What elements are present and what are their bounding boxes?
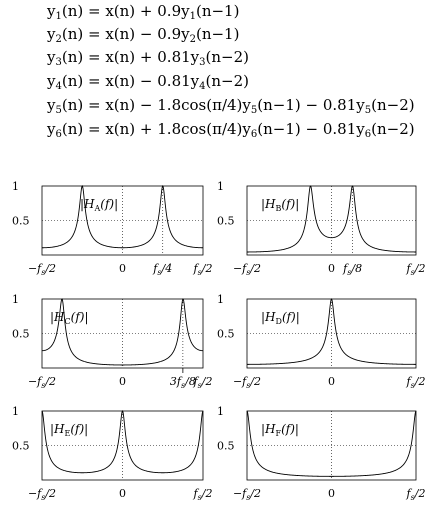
equation-rhs: (n) = x(n) − 0.9y <box>61 25 190 43</box>
response-curve <box>247 185 416 253</box>
response-curve <box>247 298 416 365</box>
response-curve <box>41 410 204 474</box>
equation-4: y4(n) = x(n) − 0.81y4(n−2) <box>47 72 249 96</box>
response-curve <box>41 298 204 366</box>
y-tick-label: 1 <box>12 180 19 193</box>
equation-rhs: (n) = x(n) + 1.8cos(π/4)y <box>61 120 251 138</box>
y-tick-label: 0.5 <box>12 215 30 228</box>
y-tick-label: 0.5 <box>217 440 235 453</box>
plot-b: 1 0.5 −fs/2 0 fs/8 fs/2 |HB(f)| <box>217 180 425 277</box>
equation-idx: 1 <box>55 11 62 22</box>
plot-label: |HB(f)| <box>261 197 299 213</box>
x-tick-label: fs/2 <box>406 487 426 502</box>
x-tick-label: fs/2 <box>406 375 426 390</box>
equation-idx2: 6 <box>250 129 258 140</box>
equation-idx3: 5 <box>364 105 372 116</box>
y-tick-label: 1 <box>12 293 19 306</box>
y-tick-label: 0.5 <box>217 215 235 228</box>
plot-label: |HC(f)| <box>50 310 89 326</box>
plot-c: 1 0.5 −fs/2 0 3fs/8fs/2 |HC(f)| <box>12 293 212 390</box>
equation-idx: 3 <box>55 57 62 68</box>
x-tick-label: 0 <box>328 487 335 500</box>
equation-idx2: 1 <box>189 11 196 22</box>
x-tick-label: −fs/2 <box>233 487 261 502</box>
plot-label: |HA(f)| <box>80 197 118 213</box>
x-tick-label: fs/2 <box>406 262 426 277</box>
x-tick-label: −fs/2 <box>233 375 261 390</box>
x-tick-label: fs/2 <box>193 375 213 390</box>
y-tick-label: 1 <box>217 293 224 306</box>
equation-idx2: 4 <box>199 81 206 92</box>
equation-idx3: 6 <box>364 129 372 140</box>
equation-tail: (n−1) − 0.81y <box>257 96 365 114</box>
response-curve <box>246 410 417 477</box>
x-tick-label: fs/2 <box>193 487 213 502</box>
equation-rhs: (n) = x(n) − 1.8cos(π/4)y <box>61 96 251 114</box>
equation-lhs: y <box>47 120 56 138</box>
equation-lhs: y <box>47 25 56 43</box>
equation-5: y5(n) = x(n) − 1.8cos(π/4)y5(n−1) − 0.81… <box>47 96 415 120</box>
x-tick-label: −fs/2 <box>28 487 56 502</box>
equation-lhs: y <box>47 2 56 20</box>
equation-tail: (n−1) − 0.81y <box>257 120 365 138</box>
x-tick-label: 3fs/8 <box>170 375 196 390</box>
equation-1: y1(n) = x(n) + 0.9y1(n−1) <box>47 2 239 26</box>
y-tick-label: 1 <box>217 405 224 418</box>
y-tick-label: 0.5 <box>12 440 30 453</box>
equation-lhs: y <box>47 96 56 114</box>
equation-tail: (n−1) <box>195 25 240 43</box>
equation-idx2: 2 <box>189 34 196 45</box>
x-tick-label: fs/2 <box>193 262 213 277</box>
plot-a: 1 0.5 −fs/2 0 fs/4 fs/2 |HA(f)| <box>12 180 212 277</box>
x-tick-label: 0 <box>328 375 335 388</box>
equation-idx: 2 <box>55 34 62 45</box>
equation-lhs: y <box>47 72 56 90</box>
equation-3: y3(n) = x(n) + 0.81y3(n−2) <box>47 48 249 72</box>
x-tick-label: 0 <box>119 262 126 275</box>
y-tick-label: 0.5 <box>217 328 235 341</box>
x-tick-label: fs/4 <box>152 262 172 277</box>
equation-rhs: (n) = x(n) + 0.81y <box>61 48 200 66</box>
y-tick-label: 0.5 <box>12 328 30 341</box>
plot-label: |HE(f)| <box>50 422 88 438</box>
equation-lhs: y <box>47 48 56 66</box>
equation-idx: 5 <box>55 105 62 116</box>
equation-idx: 6 <box>55 129 62 140</box>
equation-2: y2(n) = x(n) − 0.9y2(n−1) <box>47 25 239 49</box>
plot-e: 1 0.5 −fs/2 0 fs/2 |HE(f)| <box>12 405 212 502</box>
x-tick-label: −fs/2 <box>28 262 56 277</box>
equation-tail2: (n−2) <box>371 96 415 114</box>
x-tick-label: fs/8 <box>342 262 362 277</box>
plot-d: 1 0.5 −fs/2 0 fs/2 |HD(f)| <box>217 293 425 390</box>
y-tick-label: 1 <box>217 180 224 193</box>
y-tick-label: 1 <box>12 405 19 418</box>
equation-idx: 4 <box>55 81 62 92</box>
response-curve <box>42 185 203 249</box>
x-tick-label: 0 <box>119 375 126 388</box>
equation-tail: (n−1) <box>195 2 240 20</box>
x-tick-label: 0 <box>328 262 335 275</box>
equation-rhs: (n) = x(n) + 0.9y <box>61 2 190 20</box>
x-tick-label: −fs/2 <box>28 375 56 390</box>
equation-idx2: 5 <box>250 105 258 116</box>
equation-6: y6(n) = x(n) + 1.8cos(π/4)y6(n−1) − 0.81… <box>47 120 415 144</box>
equation-tail: (n−2) <box>205 72 249 90</box>
plot-label: |HF(f)| <box>261 422 299 438</box>
plot-f: 1 0.5 −fs/2 0 fs/2 |HF(f)| <box>217 405 425 502</box>
equation-tail: (n−2) <box>205 48 249 66</box>
plot-label: |HD(f)| <box>261 310 300 326</box>
x-tick-label: −fs/2 <box>233 262 261 277</box>
equation-idx2: 3 <box>199 57 206 68</box>
equation-rhs: (n) = x(n) − 0.81y <box>61 72 200 90</box>
x-tick-label: 0 <box>119 487 126 500</box>
equation-tail2: (n−2) <box>371 120 415 138</box>
